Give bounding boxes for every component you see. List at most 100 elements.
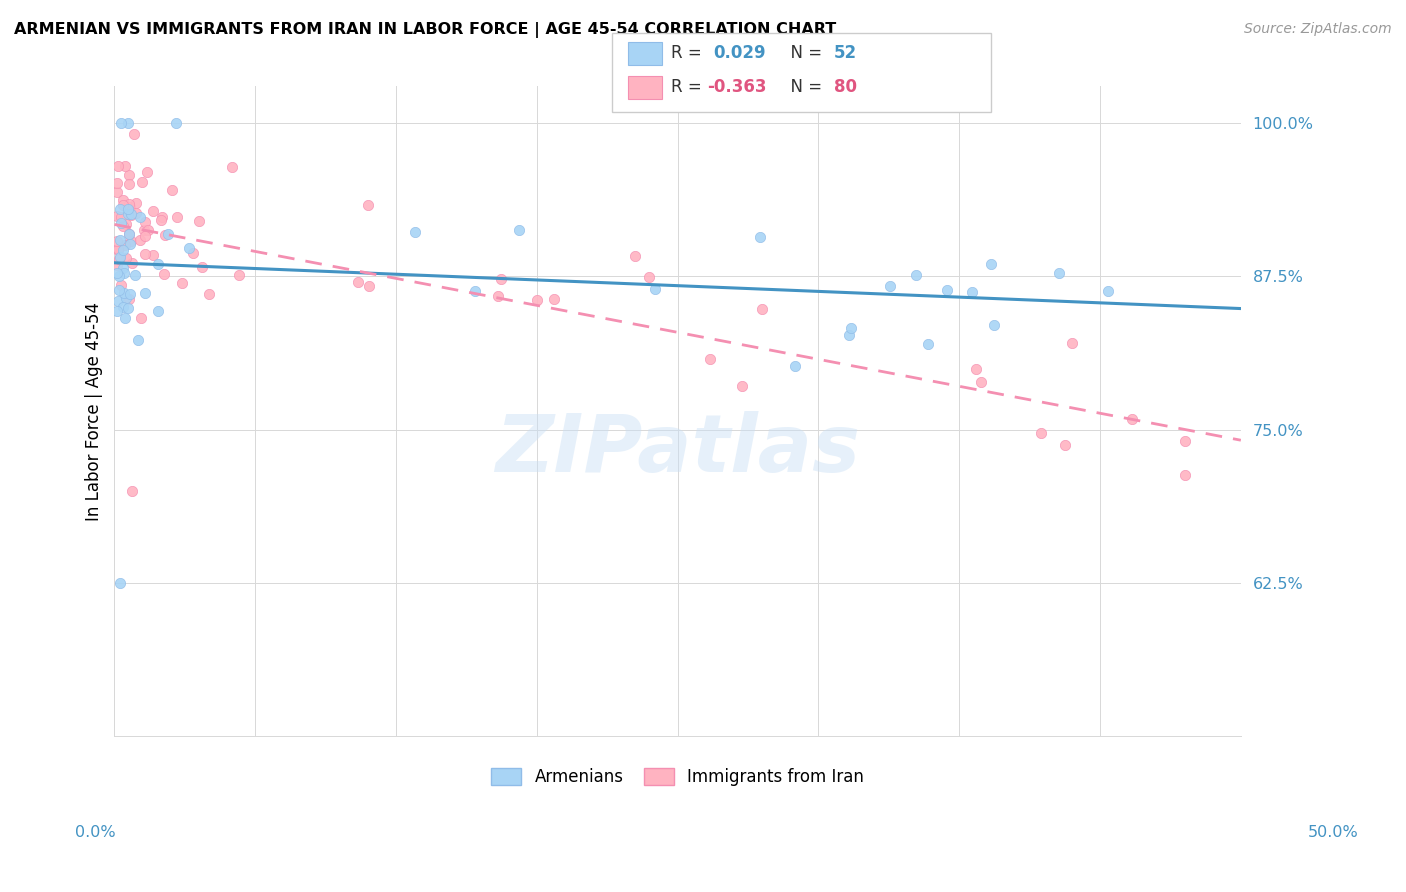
Point xyxy=(108,576,131,591)
Point xyxy=(699,351,721,366)
Point xyxy=(105,234,128,248)
Point xyxy=(105,258,128,272)
Point xyxy=(134,215,156,229)
Point xyxy=(464,284,486,298)
Point xyxy=(107,269,129,284)
Text: 0.029: 0.029 xyxy=(713,44,765,62)
Point xyxy=(624,249,647,263)
Point xyxy=(730,379,752,393)
Point xyxy=(198,286,221,301)
Point xyxy=(118,197,141,211)
Text: ARMENIAN VS IMMIGRANTS FROM IRAN IN LABOR FORCE | AGE 45-54 CORRELATION CHART: ARMENIAN VS IMMIGRANTS FROM IRAN IN LABO… xyxy=(14,22,837,38)
Point xyxy=(110,250,132,264)
Point xyxy=(117,207,139,221)
Point xyxy=(965,362,987,376)
Point xyxy=(905,268,928,282)
Text: ZIPatlas: ZIPatlas xyxy=(495,411,860,490)
Point xyxy=(105,209,128,223)
Point xyxy=(1174,468,1197,483)
Point xyxy=(1174,434,1197,448)
Point xyxy=(1121,411,1143,425)
Point xyxy=(118,168,141,182)
Point xyxy=(120,235,142,249)
Point xyxy=(112,285,135,300)
Point xyxy=(107,252,129,266)
Point xyxy=(1053,438,1076,452)
Text: 52: 52 xyxy=(834,44,856,62)
Point xyxy=(110,211,132,225)
Point xyxy=(105,304,128,318)
Point xyxy=(110,116,132,130)
Text: 0.0%: 0.0% xyxy=(76,825,115,839)
Point xyxy=(838,327,860,342)
Point xyxy=(114,311,136,326)
Point xyxy=(187,214,209,228)
Y-axis label: In Labor Force | Age 45-54: In Labor Force | Age 45-54 xyxy=(86,301,103,521)
Point xyxy=(135,165,157,179)
Text: N =: N = xyxy=(780,44,828,62)
Point xyxy=(841,321,863,335)
Point xyxy=(181,245,204,260)
Point xyxy=(146,257,169,271)
Point xyxy=(110,277,132,292)
Point xyxy=(917,336,939,351)
Point xyxy=(134,286,156,301)
Point xyxy=(508,223,530,237)
Point xyxy=(1303,420,1326,434)
Point xyxy=(107,294,129,309)
Point xyxy=(134,223,156,237)
Point xyxy=(1062,336,1084,351)
Point xyxy=(129,210,152,224)
Point xyxy=(526,293,548,308)
Point xyxy=(146,304,169,318)
Point xyxy=(134,247,156,261)
Point xyxy=(170,276,193,290)
Point xyxy=(105,176,128,190)
Point xyxy=(112,193,135,207)
Point xyxy=(644,282,666,296)
Point xyxy=(120,208,142,222)
Point xyxy=(124,268,146,282)
Point xyxy=(179,241,201,255)
Point xyxy=(1031,426,1053,441)
Point xyxy=(118,286,141,301)
Point xyxy=(127,333,149,347)
Point xyxy=(404,225,426,239)
Point xyxy=(117,301,139,315)
Point xyxy=(108,233,131,247)
Point xyxy=(166,211,188,225)
Point xyxy=(783,359,806,374)
Point xyxy=(153,228,176,243)
Point xyxy=(142,248,165,262)
Point xyxy=(121,484,143,499)
Point xyxy=(128,233,150,247)
Point xyxy=(124,127,146,141)
Point xyxy=(115,291,138,305)
Point xyxy=(115,217,138,231)
Point xyxy=(980,257,1002,271)
Point xyxy=(1047,266,1070,280)
Point xyxy=(357,198,380,212)
Point xyxy=(110,216,132,230)
Point xyxy=(121,255,143,269)
Point xyxy=(131,175,153,189)
Point xyxy=(1253,449,1275,463)
Point xyxy=(117,227,139,242)
Point xyxy=(1097,284,1119,298)
Point xyxy=(105,185,128,199)
Point xyxy=(359,278,381,293)
Point xyxy=(118,200,141,214)
Text: R =: R = xyxy=(671,44,711,62)
Point xyxy=(118,227,141,241)
Point xyxy=(114,159,136,173)
Text: -0.363: -0.363 xyxy=(707,78,766,95)
Point xyxy=(960,285,983,299)
Point xyxy=(149,213,172,227)
Point xyxy=(751,302,773,317)
Point xyxy=(141,204,163,219)
Point xyxy=(749,230,772,244)
Point xyxy=(107,243,129,257)
Point xyxy=(115,252,138,266)
Point xyxy=(120,236,142,251)
Point xyxy=(136,223,159,237)
